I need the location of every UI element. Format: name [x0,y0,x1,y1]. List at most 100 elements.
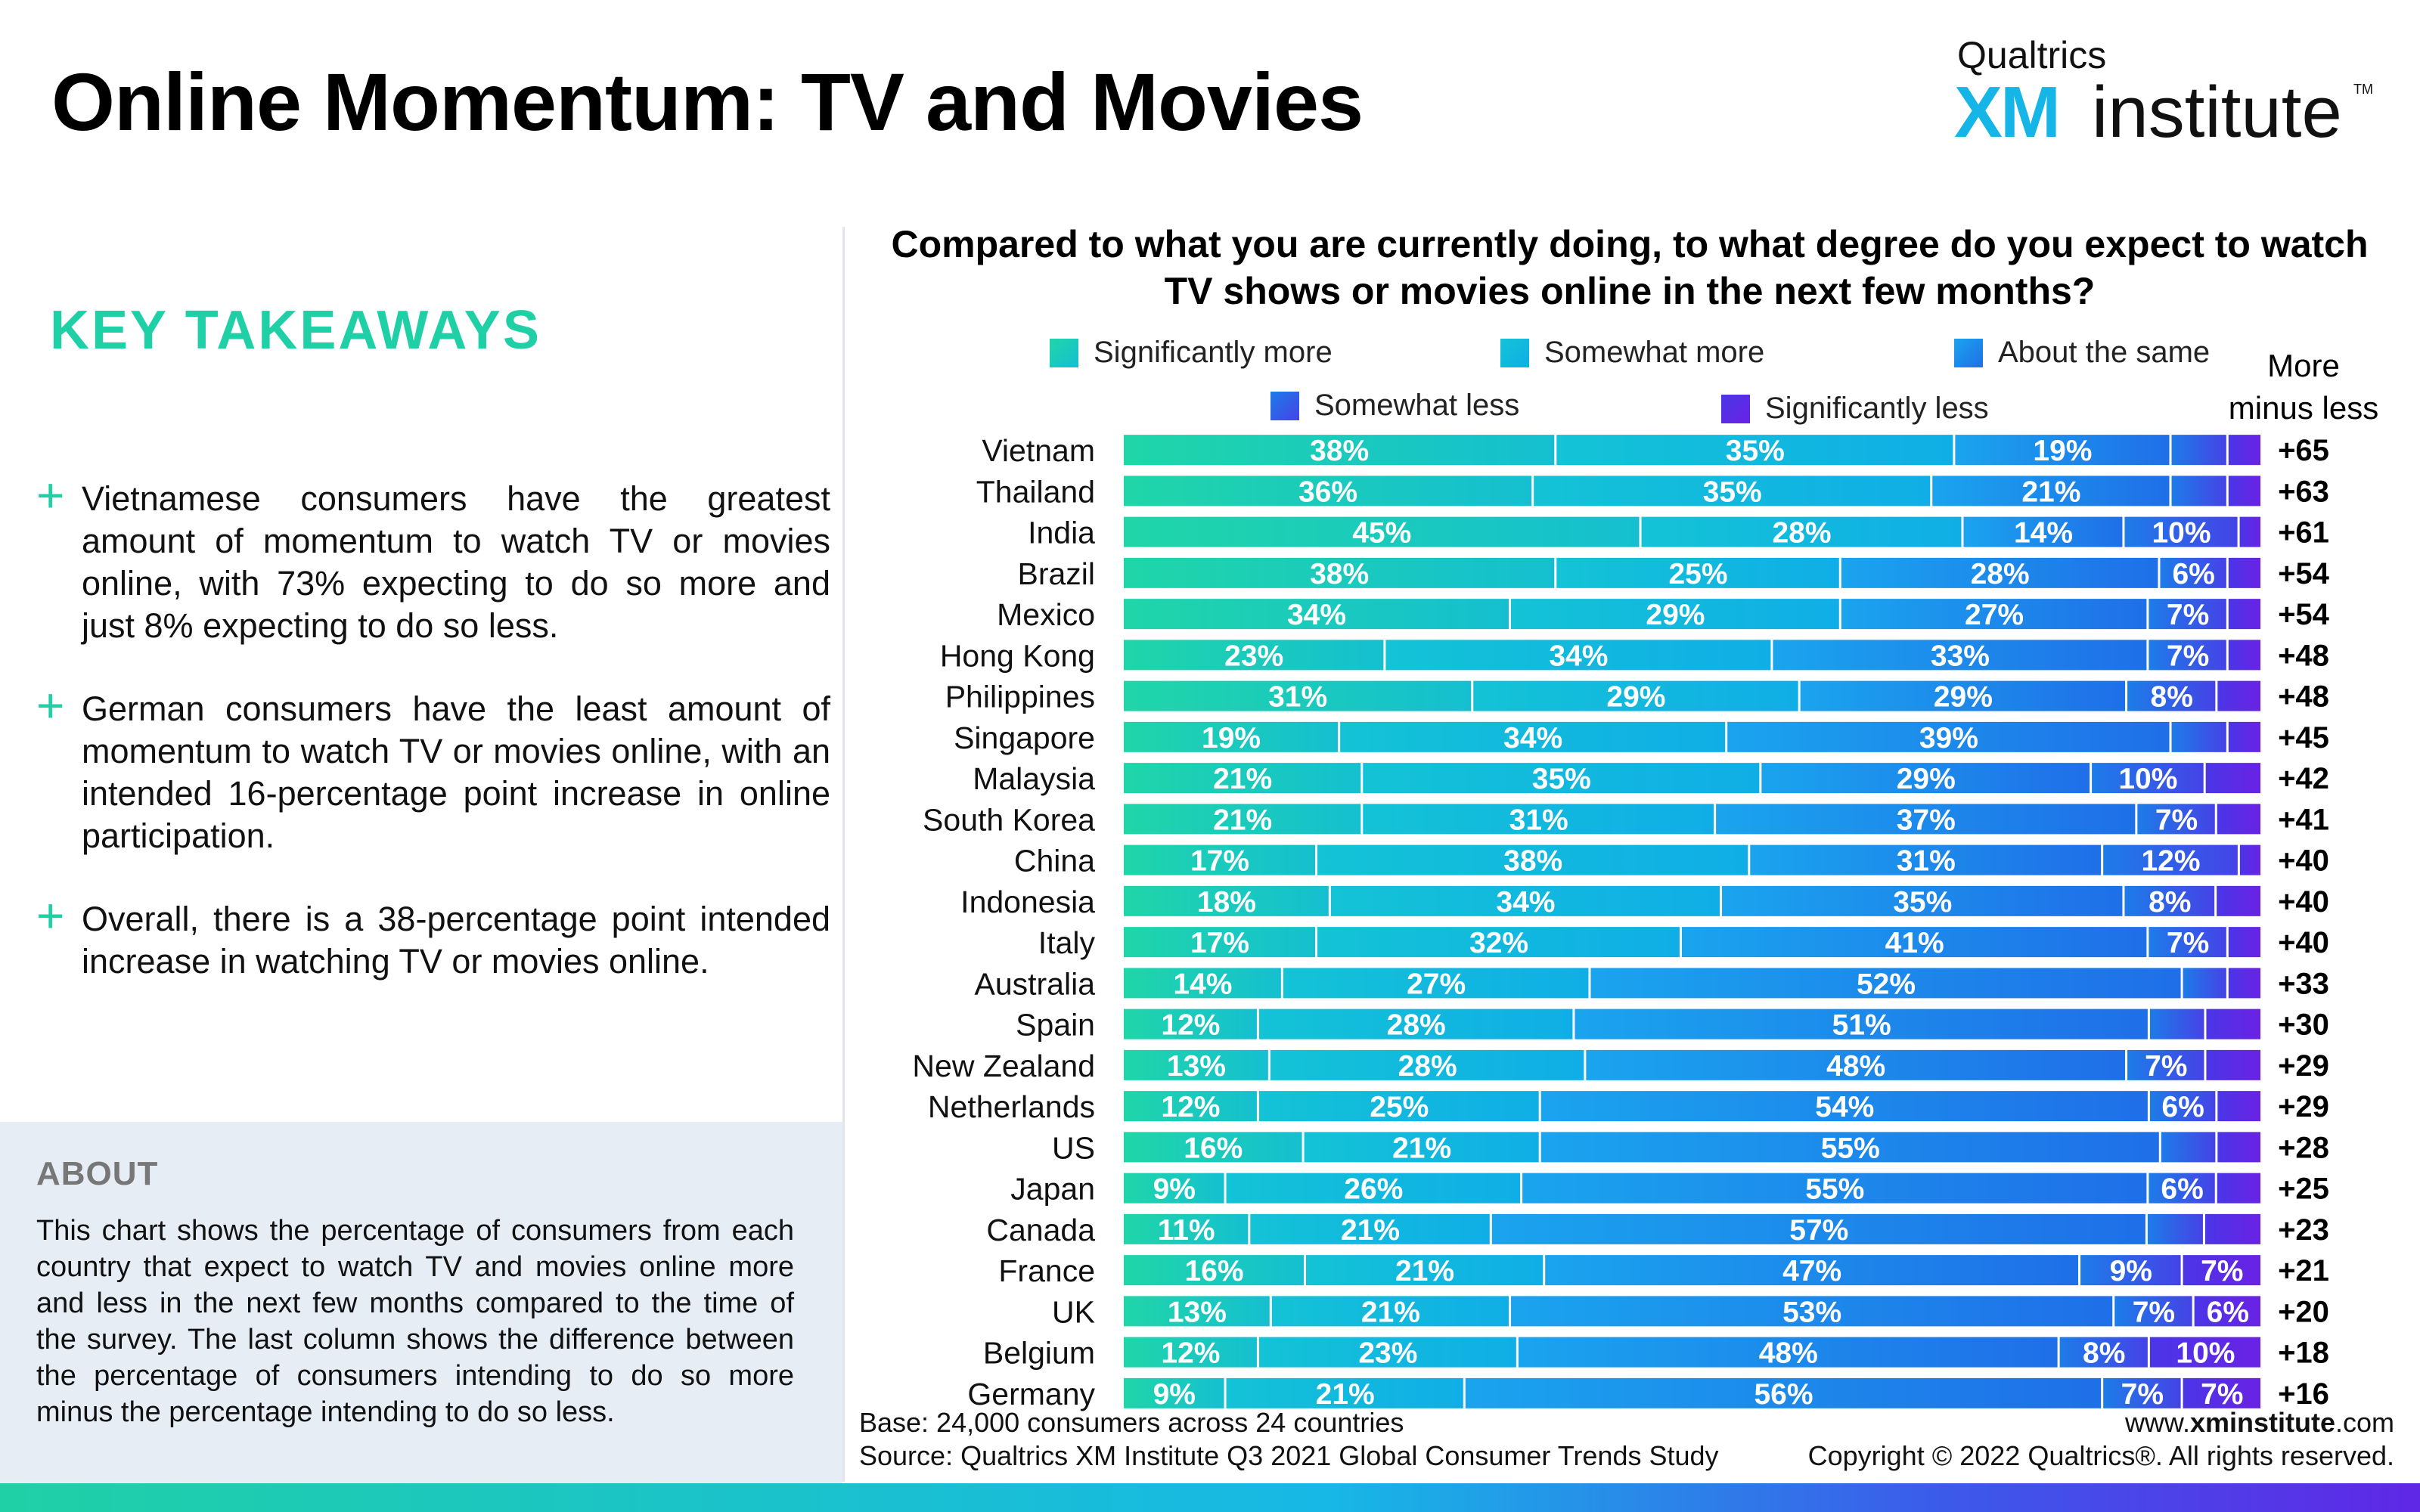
data-label: 14% [2014,517,2073,550]
data-label: 52% [1857,968,1916,1000]
data-label: 21% [1361,1296,1420,1328]
about-text: This chart shows the percentage of consu… [36,1215,794,1428]
bar-segment-about-the-same [1716,804,2136,835]
net-value-label: +45 [2278,721,2329,754]
net-value-label: +16 [2278,1377,2329,1411]
country-label: Malaysia [973,761,1095,796]
bar-segment-somewhat-more [1511,599,1839,630]
legend-swatch [1500,338,1529,367]
data-label: 10% [2152,517,2211,550]
net-value-label: +54 [2278,598,2330,631]
data-label: 19% [1202,722,1261,754]
country-label: India [1028,516,1095,550]
bar-segment-about-the-same [1590,968,2181,999]
bar-segment-somewhat-less [2124,885,2215,916]
country-label: Netherlands [928,1089,1095,1124]
legend-label: Somewhat more [1544,336,1765,369]
bar-segment-significantly-more [1124,1091,1257,1122]
data-label: 21% [1213,763,1272,795]
data-label: 38% [1310,558,1369,590]
country-label: Japan [1010,1172,1095,1207]
key-takeaways-heading: KEY TAKEAWAYS [50,300,541,361]
data-label: 48% [1759,1337,1818,1370]
net-value-label: +33 [2278,967,2329,1000]
legend-swatch [1270,391,1299,420]
bar-segment-somewhat-more [1317,844,1748,875]
country-label: New Zealand [912,1049,1095,1083]
plus-icon: + [36,468,65,522]
plus-icon: + [36,888,65,943]
data-label: 27% [1965,599,2024,631]
legend-item-significantly-less: Significantly less [1721,392,1989,426]
data-label: 7% [2201,1255,2243,1287]
bar-segment-somewhat-more [1226,1377,1463,1408]
logo-xm-text: XM [1954,72,2061,153]
net-value-label: +63 [2278,475,2329,508]
net-value-label: +40 [2278,844,2329,878]
country-label: Singapore [954,720,1095,755]
data-label: 6% [2161,1091,2204,1123]
bar-segment-about-the-same [1963,516,2123,547]
bar-segment-somewhat-more [1363,763,1760,794]
page-title: Online Momentum: TV and Movies [51,56,1364,147]
bar-segment-significantly-less [2228,599,2260,630]
data-label: 57% [1789,1214,1848,1247]
data-label: 56% [1754,1378,1813,1411]
bar-segment-somewhat-more [1385,640,1771,671]
data-label: 10% [2176,1337,2235,1370]
bar-segment-significantly-more [1124,516,1640,547]
data-label: 9% [2110,1255,2152,1287]
data-label: 7% [2121,1378,2164,1411]
bar-segment-about-the-same [1841,599,2147,630]
data-label: 12% [1161,1337,1220,1370]
data-label: 34% [1549,640,1608,672]
bar-segment-significantly-less [2228,968,2260,999]
bar-segment-significantly-less [2228,721,2260,752]
data-label: 34% [1503,722,1562,754]
data-label: 38% [1503,845,1562,878]
bar-segment-about-the-same [1586,1049,2126,1080]
plus-icon: + [36,678,65,733]
data-label: 23% [1358,1337,1417,1370]
data-label: 21% [1341,1214,1400,1247]
bar-segment-significantly-more [1124,1049,1268,1080]
bar-segment-significantly-less [2228,476,2260,507]
chart-title: Compared to what you are currently doing… [891,223,2369,312]
data-label: 28% [1387,1009,1446,1042]
bar-segment-somewhat-less [2149,927,2226,958]
bar-segment-significantly-more [1124,599,1509,630]
data-label: 7% [2167,927,2209,959]
bar-segment-significantly-more [1124,721,1339,752]
data-label: 53% [1782,1296,1841,1328]
bar-segment-significantly-less [2228,557,2260,588]
net-value-label: +30 [2278,1009,2329,1042]
legend-swatch [1050,338,1078,367]
data-label: 28% [1772,517,1831,550]
website-link[interactable]: www.xminstitute.com [2124,1407,2394,1438]
takeaway-text: German consumers have the least amount o… [82,689,830,855]
data-label: 17% [1190,927,1249,959]
bar-segment-significantly-less [2183,1377,2260,1408]
bar-segment-somewhat-less [2171,721,2226,752]
bar-segment-somewhat-more [1317,927,1680,958]
data-label: 9% [1153,1378,1196,1411]
country-label: Belgium [983,1336,1095,1371]
bar-segment-somewhat-less [2149,1009,2204,1040]
data-label: 51% [1832,1009,1891,1042]
data-label: 21% [1392,1132,1451,1164]
net-value-label: +28 [2278,1131,2329,1164]
bar-segment-significantly-more [1124,680,1472,711]
data-label: 8% [2083,1337,2125,1370]
bar-segment-significantly-less [2206,1049,2260,1080]
country-label: Germany [967,1377,1095,1411]
data-label: 19% [2033,435,2092,467]
bar-segment-somewhat-less [2103,844,2238,875]
bar-segment-somewhat-less [2149,640,2226,671]
footer-notes: Base: 24,000 consumers across 24 countri… [859,1406,1719,1473]
bar-segment-significantly-more [1124,844,1316,875]
bar-segment-somewhat-more [1283,968,1589,999]
data-label: 32% [1469,927,1528,959]
bar-segment-significantly-less [2217,804,2260,835]
data-label: 7% [2167,640,2209,672]
country-label: France [998,1253,1095,1288]
